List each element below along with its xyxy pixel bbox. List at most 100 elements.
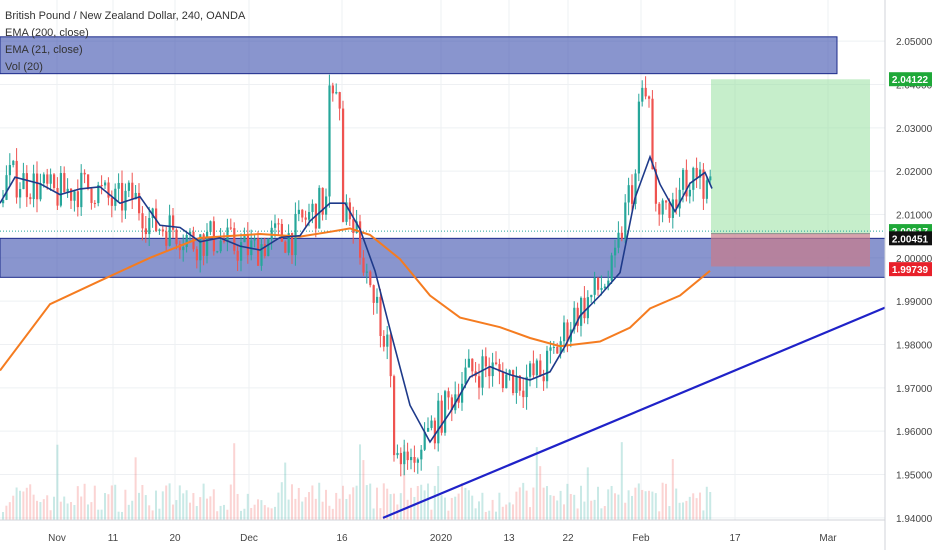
candle-body (583, 297, 586, 319)
volume-bar (155, 490, 157, 520)
y-tick-label: 1.97000 (896, 384, 932, 395)
volume-bar (294, 498, 297, 520)
candle-body (705, 180, 708, 199)
candle-body (182, 247, 185, 251)
volume-bar (430, 509, 433, 520)
trendline[interactable] (382, 306, 886, 519)
candle-body (685, 169, 688, 197)
candle-body (301, 209, 304, 218)
candle-body (202, 234, 205, 256)
stop-area (711, 233, 870, 267)
volume-bar (311, 485, 314, 520)
candle-body (107, 182, 110, 198)
candle-body (399, 452, 402, 465)
candle-body (172, 215, 175, 230)
candle-body (610, 255, 613, 281)
candle-body (614, 247, 617, 256)
candle-body (450, 397, 453, 411)
volume-bar (369, 483, 372, 520)
candle-body (284, 241, 287, 253)
legend-ema21[interactable]: EMA (21, close) (5, 44, 83, 56)
candle-body (692, 167, 695, 190)
legend-vol[interactable]: Vol (20) (5, 61, 43, 73)
volume-bar (209, 496, 212, 520)
y-tick-label: 2.02000 (896, 167, 932, 178)
volume-bar (685, 500, 688, 520)
candle-body (386, 334, 389, 347)
candle-body (641, 87, 644, 102)
candle-body (654, 169, 657, 204)
volume-bar (512, 504, 514, 520)
candle-body (257, 238, 260, 266)
volume-bar (648, 490, 650, 520)
volume-bar (144, 495, 147, 520)
x-tick-label: Dec (240, 533, 258, 544)
candle-body (444, 391, 447, 433)
volume-bar (226, 509, 229, 520)
y-tick-label: 2.00000 (896, 254, 932, 265)
volume-bar (552, 495, 555, 520)
volume-bar (15, 487, 18, 520)
long-position-tool[interactable] (0, 79, 885, 267)
candle-body (195, 249, 198, 261)
candle-body (648, 96, 651, 99)
candle-body (335, 92, 338, 94)
volume-bar (675, 488, 678, 520)
volume-bar (620, 442, 623, 520)
volume-bar (631, 495, 633, 520)
volume-bar (505, 504, 508, 520)
volume-bar (450, 497, 453, 520)
candle-body (379, 296, 382, 337)
volume-bar (362, 460, 365, 520)
volume-bar (569, 493, 572, 520)
ema-lines (0, 154, 713, 444)
candle-body (229, 227, 232, 229)
volume-bar (665, 483, 667, 520)
volume-bar (257, 499, 259, 520)
volume-bar (236, 493, 239, 520)
candle-body (83, 172, 86, 175)
volume-bar (216, 511, 219, 520)
volume-bar (141, 484, 144, 520)
candle-body (297, 209, 300, 214)
volume-bar (223, 504, 225, 520)
volume-bar (301, 501, 304, 520)
volume-bar (376, 487, 378, 520)
legend-title[interactable]: British Pound / New Zealand Dollar, 240,… (5, 10, 246, 22)
volume-bar (495, 511, 497, 520)
volume-bar (345, 498, 348, 520)
volume-bar (515, 491, 518, 520)
volume-bar (219, 505, 222, 520)
candle-body (121, 182, 124, 211)
volume-bar (246, 493, 249, 520)
candle-body (138, 192, 141, 214)
volume-bar (8, 502, 11, 520)
volume-bar (80, 496, 83, 520)
candle-body (695, 167, 698, 178)
volume-bar (342, 485, 344, 520)
volume-bar (600, 508, 603, 520)
candle-body (627, 185, 630, 203)
legend-ema200[interactable]: EMA (200, close) (5, 27, 89, 39)
volume-bar (617, 494, 620, 520)
volume-bar (76, 486, 79, 520)
volume-bar (597, 486, 599, 520)
candle-body (688, 189, 691, 197)
candle-body (563, 322, 566, 342)
volume-bar (59, 501, 62, 520)
volume-bar (580, 485, 582, 520)
volume-bar (705, 486, 708, 520)
volume-bar (539, 466, 542, 520)
volume-bar (243, 508, 246, 520)
y-tick-label: 1.95000 (896, 471, 932, 482)
volume-bar (355, 485, 358, 520)
volume-bar (389, 494, 392, 520)
volume-bar (386, 488, 389, 520)
candle-body (345, 202, 348, 222)
candle-body (620, 232, 623, 239)
volume-bar (522, 482, 525, 520)
candle-body (127, 182, 130, 191)
volume-bar (393, 493, 395, 520)
